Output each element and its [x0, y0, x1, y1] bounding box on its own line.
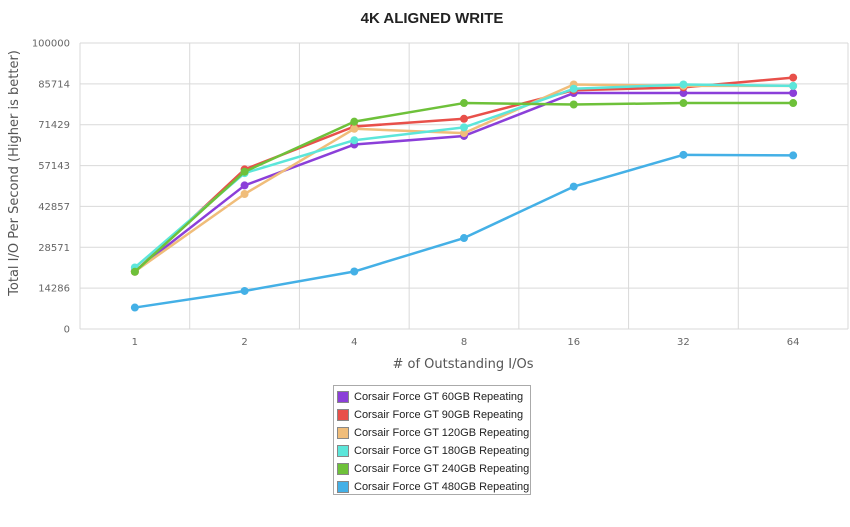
y-tick-label: 57143 [38, 161, 70, 172]
legend-item: Corsair Force GT 60GB Repeating [337, 388, 530, 406]
data-point [460, 234, 468, 243]
data-point [350, 124, 359, 133]
legend-swatch [337, 445, 349, 457]
legend-label: Corsair Force GT 90GB Repeating [354, 409, 524, 421]
data-point [789, 151, 798, 160]
series-5 [130, 99, 798, 276]
data-point [130, 303, 139, 312]
data-point [240, 167, 249, 176]
data-point [789, 73, 798, 82]
data-point [569, 84, 578, 93]
chart-title: 4K ALIGNED WRITE [361, 10, 504, 27]
y-axis-ticks: 0 14286 28571 42857 57143 71429 85714 100000 [32, 39, 70, 336]
data-point [240, 181, 249, 190]
x-tick-label: 64 [787, 337, 800, 348]
x-tick-label: 4 [351, 337, 357, 348]
data-point [789, 89, 798, 98]
legend-label: Corsair Force GT 240GB Repeating [354, 463, 530, 475]
series-line [134, 153, 794, 309]
legend-swatch [337, 409, 349, 421]
data-point [350, 136, 359, 145]
data-point [460, 129, 468, 138]
legend-item: Corsair Force GT 120GB Repeating [337, 424, 530, 442]
data-point [789, 81, 798, 90]
data-point [679, 150, 688, 159]
legend-item: Corsair Force GT 240GB Repeating [337, 460, 530, 478]
x-tick-label: 32 [677, 337, 690, 348]
x-tick-label: 16 [567, 337, 580, 348]
data-point [569, 100, 578, 109]
y-tick-label: 0 [64, 325, 70, 336]
legend-swatch [337, 481, 349, 493]
y-tick-label: 100000 [32, 39, 70, 50]
series-lines [130, 73, 798, 312]
data-point [460, 123, 468, 132]
y-tick-label: 14286 [38, 284, 70, 295]
legend-label: Corsair Force GT 60GB Repeating [354, 391, 524, 403]
data-point [130, 267, 139, 276]
series-4 [130, 80, 798, 272]
series-6 [130, 150, 798, 312]
legend-item: Corsair Force GT 180GB Repeating [337, 442, 530, 460]
data-point [240, 286, 249, 295]
legend-swatch [337, 463, 349, 475]
chart-legend: Corsair Force GT 60GB Repeating Corsair F… [333, 385, 531, 495]
legend-item: Corsair Force GT 90GB Repeating [337, 406, 530, 424]
y-tick-label: 42857 [38, 202, 70, 213]
y-axis-label: Total I/O Per Second (Higher is better) [7, 50, 22, 297]
x-tick-label: 8 [461, 337, 467, 348]
data-point [460, 114, 468, 123]
legend-label: Corsair Force GT 120GB Repeating [354, 427, 530, 439]
data-point [350, 117, 359, 126]
x-axis-label: # of Outstanding I/Os [392, 357, 533, 372]
data-point [460, 99, 468, 108]
x-axis-ticks: 1 2 4 8 16 32 64 [132, 337, 800, 348]
x-tick-label: 2 [241, 337, 247, 348]
legend-label: Corsair Force GT 180GB Repeating [354, 445, 530, 457]
data-point [569, 182, 578, 191]
data-point [789, 99, 798, 108]
legend-label: Corsair Force GT 480GB Repeating [354, 481, 530, 493]
legend-swatch [337, 427, 349, 439]
y-tick-label: 85714 [38, 79, 70, 90]
series-3 [130, 80, 798, 276]
data-point [679, 99, 688, 108]
legend-swatch [337, 391, 349, 403]
data-point [240, 190, 249, 199]
x-tick-label: 1 [132, 337, 138, 348]
y-tick-label: 71429 [38, 120, 70, 131]
data-point [350, 267, 359, 276]
y-tick-label: 28571 [38, 243, 70, 254]
legend-item: Corsair Force GT 480GB Repeating [337, 478, 530, 496]
data-point [679, 89, 688, 98]
data-point [679, 80, 688, 89]
